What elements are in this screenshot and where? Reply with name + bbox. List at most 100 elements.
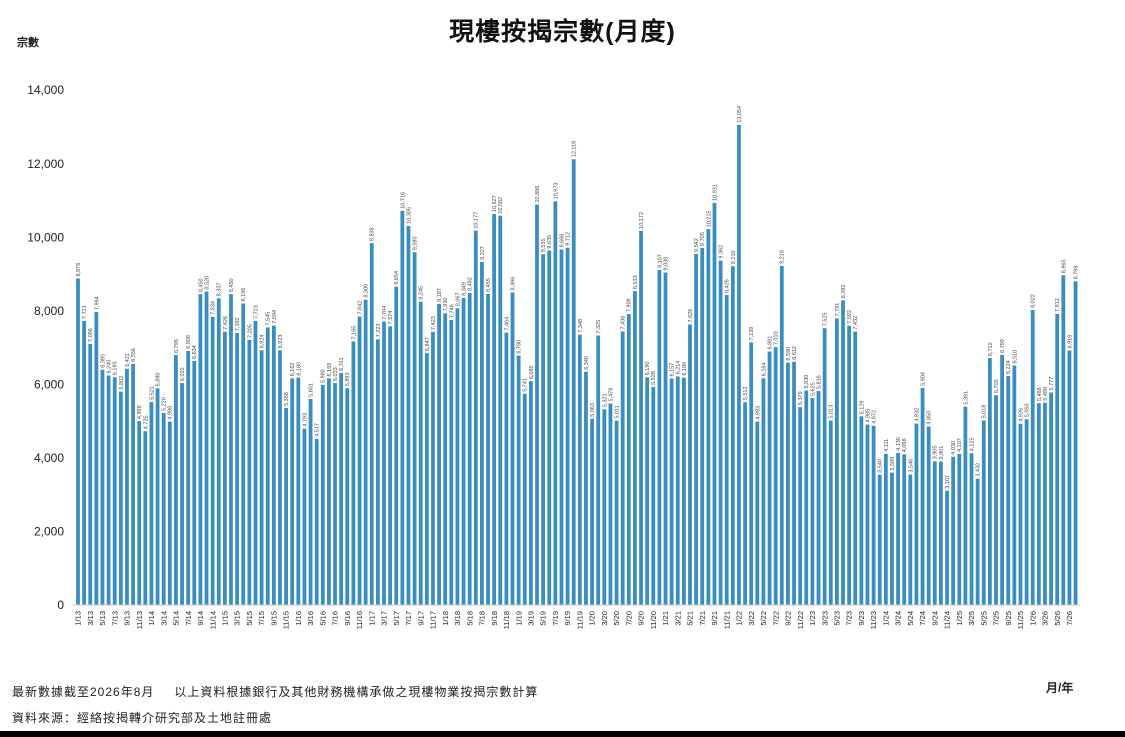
y-tick-label: 8,000 — [34, 304, 64, 318]
bar — [614, 420, 619, 605]
x-tick-label: 3/24 — [894, 611, 903, 626]
data-label: 4,136 — [896, 437, 902, 451]
data-label: 4,983 — [755, 406, 761, 420]
bar — [651, 386, 656, 605]
bar — [920, 387, 925, 605]
bar — [100, 369, 105, 605]
bar — [816, 391, 821, 605]
data-label: 9,362 — [719, 245, 725, 259]
x-tick-label: 3/22 — [747, 611, 756, 626]
data-label: 8,245 — [419, 286, 425, 300]
bar — [333, 383, 337, 605]
bar — [633, 291, 637, 605]
x-tick-label: 3/19 — [527, 611, 536, 626]
data-label: 9,542 — [694, 238, 700, 252]
data-label: 7,791 — [835, 303, 841, 317]
bar — [388, 326, 393, 605]
y-tick-label: 6,000 — [34, 377, 64, 391]
data-label: 6,032 — [180, 367, 186, 381]
data-label: 5,741 — [523, 378, 529, 392]
data-label: 4,793 — [302, 413, 308, 427]
bar — [528, 381, 533, 605]
bar — [480, 261, 484, 605]
y-tick-label: 2,000 — [34, 525, 64, 539]
x-tick-label: 7/19 — [551, 611, 560, 626]
bar — [216, 298, 221, 605]
bar — [473, 230, 478, 605]
data-label: 5,705 — [994, 379, 1000, 393]
bar — [804, 390, 809, 605]
data-label: 6,159 — [327, 363, 333, 377]
bar — [669, 378, 674, 605]
bar — [308, 398, 313, 605]
x-tick-label: 9/21 — [710, 611, 719, 626]
bar — [247, 339, 252, 605]
bar — [106, 375, 111, 605]
data-label: 7,964 — [94, 296, 100, 310]
data-label: 6,712 — [988, 342, 994, 356]
bar — [1049, 392, 1053, 605]
x-tick-label: 11/19 — [575, 611, 584, 629]
x-axis-title: 月/年 — [1046, 681, 1074, 695]
bar — [522, 393, 527, 605]
bar — [1067, 350, 1072, 605]
data-label: 6,162 — [290, 363, 296, 377]
data-label: 6,224 — [1006, 360, 1012, 374]
bar — [210, 316, 215, 605]
bar — [186, 350, 191, 605]
bar — [1043, 402, 1047, 605]
data-label: 4,998 — [137, 405, 143, 419]
data-label: 9,590 — [413, 236, 419, 250]
data-label: 10,716 — [400, 192, 406, 209]
data-label: 5,358 — [284, 392, 290, 406]
x-tick-label: 11/25 — [1016, 611, 1025, 629]
data-label: 5,050 — [1025, 403, 1031, 417]
x-tick-label: 7/20 — [624, 611, 633, 626]
bar — [767, 351, 772, 605]
bar — [424, 353, 429, 605]
bar — [896, 452, 900, 605]
bar — [461, 297, 466, 605]
bar — [547, 250, 552, 605]
bar — [167, 421, 172, 605]
bar — [939, 461, 943, 605]
bar — [871, 425, 876, 605]
x-tick-label: 3/26 — [1041, 611, 1050, 626]
bar — [174, 355, 178, 605]
data-label: 7,592 — [847, 310, 853, 324]
data-label: 4,850 — [927, 411, 933, 425]
data-label: 10,582 — [498, 197, 504, 214]
data-label: 8,282 — [841, 285, 847, 299]
data-label: 6,634 — [192, 345, 198, 359]
data-label: 4,098 — [902, 438, 908, 452]
data-label: 7,392 — [235, 317, 241, 331]
data-label: 4,725 — [143, 415, 149, 429]
data-label: 6,908 — [186, 335, 192, 349]
data-label: 5,512 — [743, 386, 749, 400]
data-label: 7,348 — [578, 319, 584, 333]
bar — [914, 423, 919, 605]
data-label: 7,432 — [853, 316, 859, 330]
data-label: 6,157 — [670, 363, 676, 377]
x-tick-label: 1/23 — [808, 611, 817, 626]
data-label: 4,872 — [872, 410, 878, 424]
data-label: 7,426 — [223, 316, 229, 330]
bar — [718, 260, 723, 605]
data-label: 8,426 — [725, 279, 731, 293]
bar — [834, 318, 839, 605]
x-tick-label: 5/23 — [833, 611, 842, 626]
bar — [932, 461, 937, 605]
bar — [345, 388, 350, 605]
bar — [455, 308, 460, 605]
bar — [608, 403, 613, 605]
bar — [149, 401, 154, 605]
bar — [76, 278, 80, 605]
data-label: 6,085 — [529, 365, 535, 379]
data-label: 7,721 — [82, 305, 88, 319]
bar — [675, 376, 680, 605]
bar — [602, 409, 607, 605]
bar — [945, 490, 949, 605]
x-tick-label: 1/13 — [74, 611, 83, 626]
x-tick-label: 1/14 — [147, 611, 156, 626]
data-label: 4,986 — [168, 406, 174, 420]
